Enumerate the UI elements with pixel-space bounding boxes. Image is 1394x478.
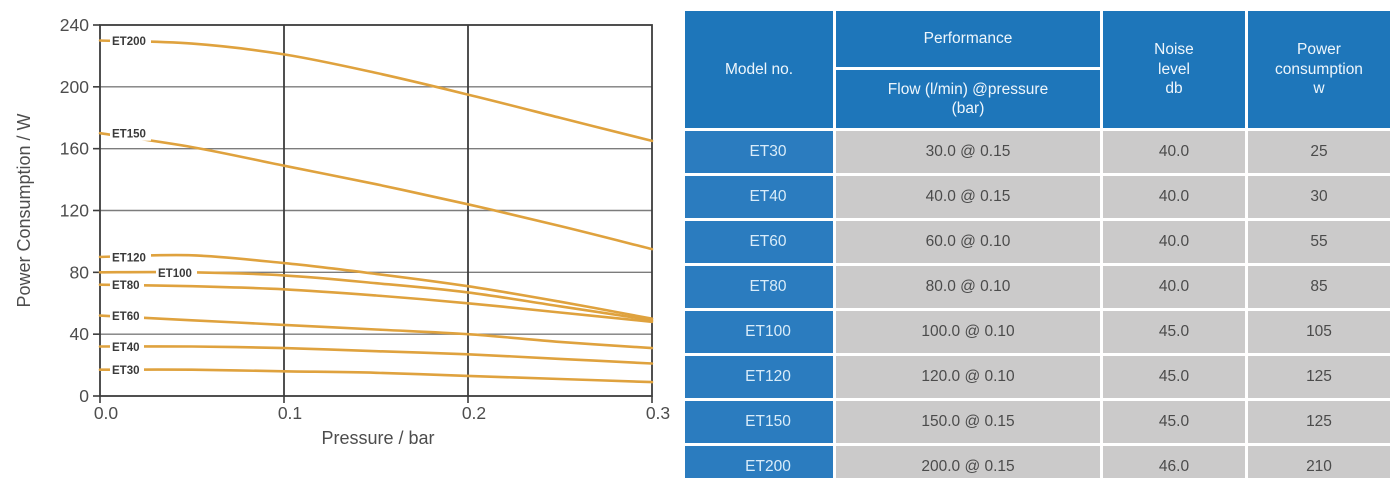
performance-cell: 120.0 @ 0.10 <box>836 356 1100 398</box>
table-row: ET150 150.0 @ 0.15 45.0 125 <box>685 401 1390 443</box>
curve-label-ET150: ET150 <box>112 129 146 141</box>
table-row: ET30 30.0 @ 0.15 40.0 25 <box>685 131 1390 173</box>
model-cell: ET40 <box>685 176 833 218</box>
performance-cell: 80.0 @ 0.10 <box>836 266 1100 308</box>
table-row: ET80 80.0 @ 0.10 40.0 85 <box>685 266 1390 308</box>
noise-cell: 46.0 <box>1103 446 1245 478</box>
y-tick-label-0: 0 <box>79 386 89 406</box>
curve-label-bg-ET60 <box>110 308 144 324</box>
spec-table-body: ET30 30.0 @ 0.15 40.0 25 ET40 40.0 @ 0.15 40.0… <box>685 131 1390 478</box>
spec-table: Model no. Performance Noise level db Pow… <box>682 8 1393 478</box>
noise-cell: 45.0 <box>1103 311 1245 353</box>
x-tick-label-0.3: 0.3 <box>646 403 670 423</box>
curve-ET30 <box>98 368 654 384</box>
curve-label-bg-ET40 <box>110 339 144 355</box>
header-noise-level: Noise level db <box>1103 11 1245 128</box>
curve-ET60 <box>98 314 654 350</box>
model-cell: ET30 <box>685 131 833 173</box>
x-tick-label-0.1: 0.1 <box>278 403 302 423</box>
model-cell: ET60 <box>685 221 833 263</box>
noise-cell: 40.0 <box>1103 266 1245 308</box>
curve-label-bg-ET120 <box>110 249 151 265</box>
header-power-consumption: Power consumption w <box>1248 11 1390 128</box>
noise-cell: 45.0 <box>1103 401 1245 443</box>
model-cell: ET80 <box>685 266 833 308</box>
power-cell: 125 <box>1248 356 1390 398</box>
power-cell: 55 <box>1248 221 1390 263</box>
noise-cell: 45.0 <box>1103 356 1245 398</box>
power-cell: 25 <box>1248 131 1390 173</box>
table-row: ET120 120.0 @ 0.10 45.0 125 <box>685 356 1390 398</box>
curve-label-ET120: ET120 <box>112 252 146 264</box>
power-consumption-chart: 0 40 80 120 160 200 240 0.0 0.1 0.2 0.3 Pressure / … <box>0 0 672 478</box>
curve-ET120 <box>98 253 654 320</box>
curve-label-ET100: ET100 <box>158 268 192 280</box>
power-cell: 30 <box>1248 176 1390 218</box>
noise-cell: 40.0 <box>1103 176 1245 218</box>
curve-label-ET80: ET80 <box>112 280 140 292</box>
header-performance-sub: Flow (l/min) @pressure (bar) <box>836 70 1100 128</box>
x-tick-label-0.2: 0.2 <box>462 403 486 423</box>
performance-cell: 200.0 @ 0.15 <box>836 446 1100 478</box>
power-cell: 85 <box>1248 266 1390 308</box>
curve-ET80 <box>98 283 654 324</box>
power-cell: 210 <box>1248 446 1390 478</box>
table-row: ET200 200.0 @ 0.15 46.0 210 <box>685 446 1390 478</box>
x-axis-title: Pressure / bar <box>321 428 434 448</box>
curve-label-ET40: ET40 <box>112 342 140 354</box>
y-tick-label-80: 80 <box>70 262 90 282</box>
table-row: ET100 100.0 @ 0.10 45.0 105 <box>685 311 1390 353</box>
y-axis-title: Power Consumption / W <box>14 113 34 307</box>
performance-cell: 30.0 @ 0.15 <box>836 131 1100 173</box>
noise-cell: 40.0 <box>1103 221 1245 263</box>
header-performance: Performance <box>836 11 1100 67</box>
curve-label-bg-ET30 <box>110 362 144 378</box>
y-tick-label-240: 240 <box>60 15 89 35</box>
power-cell: 105 <box>1248 311 1390 353</box>
curve-label-bg-ET100 <box>156 264 197 280</box>
curve-label-bg-ET150 <box>110 125 151 141</box>
curve-ET150 <box>98 131 654 251</box>
performance-cell: 60.0 @ 0.10 <box>836 221 1100 263</box>
curve-label-bg-ET200 <box>110 32 151 48</box>
curve-label-ET60: ET60 <box>112 311 140 323</box>
model-cell: ET150 <box>685 401 833 443</box>
spec-table-container: Model no. Performance Noise level db Pow… <box>682 8 1390 478</box>
curve-ET200 <box>98 39 654 143</box>
model-cell: ET200 <box>685 446 833 478</box>
y-tick-label-200: 200 <box>60 77 89 97</box>
spec-table-header: Model no. Performance Noise level db Pow… <box>685 11 1390 128</box>
y-tick-label-40: 40 <box>70 324 90 344</box>
curve-label-ET200: ET200 <box>112 36 146 48</box>
y-tick-label-120: 120 <box>60 201 89 221</box>
chart-canvas: 0 40 80 120 160 200 240 0.0 0.1 0.2 0.3 Pressure / … <box>14 15 670 448</box>
power-cell: 125 <box>1248 401 1390 443</box>
curve-label-bg-ET80 <box>110 277 144 293</box>
noise-cell: 40.0 <box>1103 131 1245 173</box>
model-cell: ET100 <box>685 311 833 353</box>
header-model-no: Model no. <box>685 11 833 128</box>
performance-cell: 40.0 @ 0.15 <box>836 176 1100 218</box>
x-tick-label-0.0: 0.0 <box>94 403 119 423</box>
performance-cell: 150.0 @ 0.15 <box>836 401 1100 443</box>
y-tick-label-160: 160 <box>60 139 89 159</box>
performance-cell: 100.0 @ 0.10 <box>836 311 1100 353</box>
table-row: ET60 60.0 @ 0.10 40.0 55 <box>685 221 1390 263</box>
curve-ET40 <box>98 345 654 365</box>
table-row: ET40 40.0 @ 0.15 40.0 30 <box>685 176 1390 218</box>
curve-label-ET30: ET30 <box>112 365 140 377</box>
model-cell: ET120 <box>685 356 833 398</box>
